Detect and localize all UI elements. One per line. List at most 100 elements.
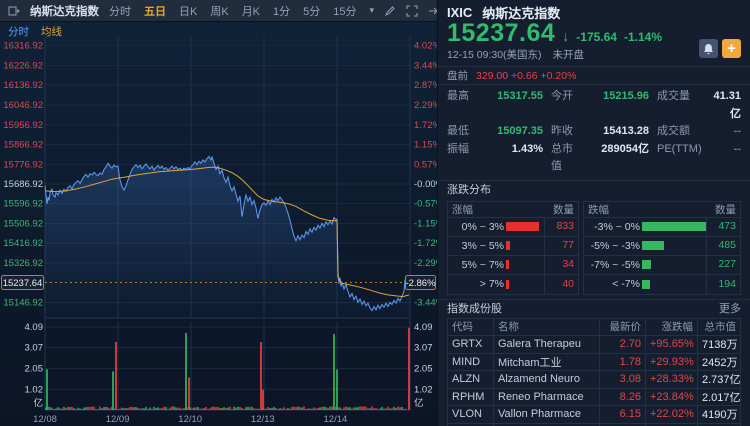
constituents-title-text: 指数成份股 — [447, 302, 502, 315]
tab-week-k[interactable]: 周K — [210, 5, 229, 18]
more-link[interactable]: 更多 — [719, 302, 741, 315]
volume-axis-label: 2.05 — [414, 363, 433, 374]
volume-axis-label: 3.07 — [25, 343, 44, 354]
fullscreen-expand-icon[interactable] — [406, 5, 418, 17]
tab-day-k[interactable]: 日K — [179, 5, 198, 18]
symbol-row: IXIC 纳斯达克指数 — [438, 0, 750, 21]
percent-axis-label: 1.72% — [414, 120, 437, 131]
volume-unit-label: 亿 — [414, 397, 424, 409]
price-axis-label: 16046.92 — [3, 100, 43, 111]
stat-label: 成交量 — [657, 90, 690, 102]
volume-spike-bar — [333, 333, 335, 410]
percent-axis-label: 1.15% — [414, 139, 437, 150]
table-header-row: 代码 名称 最新价 涨跌幅 总市值 — [447, 317, 741, 336]
five-day-chart[interactable]: 16316.92 4.02% 16226.92 3.44% 16136.92 2.87% 1… — [0, 22, 437, 426]
decliners-table: 跌幅 数量 -3% ~ 0% 473 -5% ~ -3% 485 -7% ~ -5% 2… — [583, 200, 741, 295]
advancers-table: 涨幅 数量 0% ~ 3% 833 3% ~ 5% 77 5% ~ 7% 34 > 7%… — [447, 200, 579, 295]
tab-15min[interactable]: 15分 — [333, 5, 357, 18]
advancers-count-header: 数量 — [553, 203, 574, 216]
stat-label: 总市值 — [551, 142, 573, 173]
percent-axis-label: 2.87% — [414, 80, 437, 91]
more-periods-caret-icon[interactable]: ▾ — [369, 5, 375, 15]
current-price-tag-text: 15237.64 — [3, 278, 43, 289]
table-row[interactable]: RPHM Reneo Pharmace 8.26 +23.84% 2.017亿 — [447, 387, 741, 406]
dist-bar — [506, 260, 509, 269]
symbol-code: IXIC — [447, 4, 473, 20]
percent-axis-label: -3.44% — [414, 297, 437, 308]
price-axis-label: 15776.92 — [3, 159, 43, 170]
volume-spike-bar — [112, 371, 114, 410]
constituents-table: 代码 名称 最新价 涨跌幅 总市值 GRTX Galera Therapeu 2.7… — [447, 317, 741, 426]
legend-minute-line[interactable]: 分时 — [8, 26, 29, 38]
tab-month-k[interactable]: 月K — [241, 5, 261, 18]
tab-five-day[interactable]: 五日 — [144, 5, 166, 18]
dist-bar — [642, 260, 651, 269]
collapse-left-icon[interactable] — [8, 5, 20, 17]
date-axis-label: 12/10 — [178, 414, 202, 425]
percent-axis-label: 3.44% — [414, 61, 437, 72]
price-area-fill — [45, 156, 410, 318]
stat-label: 昨收 — [551, 125, 573, 137]
percent-axis-label: 0.57% — [414, 159, 437, 170]
stat-value-low: 15097.35 — [497, 125, 543, 137]
tab-minute[interactable]: 分时 — [109, 5, 131, 18]
volume-axis-label: 1.02 — [414, 384, 433, 395]
volume-spike-bar — [260, 341, 262, 410]
dist-row: > 7% 40 — [448, 274, 578, 294]
advancers-range-header: 涨幅 — [452, 203, 473, 216]
table-row[interactable]: MIND Mitcham工业 1.78 +29.93% 2452万 — [447, 352, 741, 371]
tab-1min[interactable]: 1分 — [273, 5, 291, 18]
advance-decline-distribution: 涨幅 数量 0% ~ 3% 833 3% ~ 5% 77 5% ~ 7% 34 > 7%… — [438, 199, 750, 299]
decliners-count-header: 数量 — [715, 203, 736, 216]
market-time-row: 12-15 09:30(美国东) 未开盘 — [438, 46, 750, 64]
draw-pencil-icon[interactable] — [384, 5, 396, 17]
volume-axis-label: 3.07 — [414, 343, 433, 354]
dist-bar — [506, 222, 539, 231]
price-axis-label: 15686.92 — [3, 179, 43, 190]
distribution-section-title: 涨跌分布 — [438, 179, 750, 199]
quote-time: 12-15 09:30(美国东) — [447, 49, 542, 61]
market-status: 未开盘 — [552, 49, 584, 61]
volume-unit-label: 亿 — [33, 397, 43, 409]
dist-row: 5% ~ 7% 34 — [448, 255, 578, 275]
alert-bell-button[interactable] — [699, 39, 718, 58]
price-axis-label: 16226.92 — [3, 61, 43, 72]
table-row[interactable]: VLON Vallon Pharmace 6.15 +22.02% 4190万 — [447, 405, 741, 424]
price-axis-label: 16316.92 — [3, 41, 43, 52]
stat-value-amplitude: 1.43% — [511, 142, 543, 155]
price-axis-label: 15596.92 — [3, 199, 43, 210]
down-arrow-icon: ↓ — [562, 28, 570, 44]
period-tabs: 分时 五日 日K 周K 月K 1分 5分 15分 ▾ — [109, 3, 374, 19]
table-row[interactable]: ALZN Alzamend Neuro 3.08 +28.33% 2.737亿 — [447, 370, 741, 389]
dist-row: -3% ~ 0% 473 — [584, 217, 740, 237]
stat-label: 成交额 — [657, 125, 690, 137]
tab-5min[interactable]: 5分 — [303, 5, 321, 18]
premarket-row: 盘前 329.00 +0.66 +0.20% — [438, 66, 750, 85]
percent-axis-label: -0.00% — [414, 179, 437, 190]
constituents-table-wrap: 代码 名称 最新价 涨跌幅 总市值 GRTX Galera Therapeu 2.7… — [438, 317, 750, 426]
average-price-line — [44, 166, 410, 298]
add-to-watchlist-button[interactable]: + — [722, 39, 741, 58]
date-axis-label: 12/13 — [251, 414, 275, 425]
legend-average-line[interactable]: 均线 — [41, 26, 62, 38]
price-axis-label: 15866.92 — [3, 139, 43, 150]
table-row[interactable]: GRTX Galera Therapeu 2.70 +95.65% 7138万 — [447, 335, 741, 354]
dist-bar — [642, 222, 706, 231]
stat-value-high: 15317.55 — [497, 90, 543, 102]
dist-row: 0% ~ 3% 833 — [448, 217, 578, 237]
dist-bar — [506, 241, 510, 250]
toolbar-icons — [384, 5, 440, 17]
quote-panel: IXIC 纳斯达克指数 15237.64 ↓ -175.64 -1.14% 12… — [437, 0, 750, 426]
date-axis-label: 12/08 — [33, 414, 57, 425]
price-axis-label: 15416.92 — [3, 238, 43, 249]
dist-bar — [642, 241, 664, 250]
price-row: 15237.64 ↓ -175.64 -1.14% — [438, 20, 750, 46]
volume-spike-bar — [336, 369, 338, 410]
dist-row: < -7% 194 — [584, 274, 740, 294]
percent-axis-label: -0.57% — [414, 199, 437, 210]
stat-value-prev-close: 15413.28 — [603, 125, 649, 137]
quote-stats: 最高 15317.55 今开 15215.96 成交量 41.31亿 最低 15097.… — [438, 85, 750, 180]
current-pct-tag-text: -2.86% — [405, 278, 436, 289]
stat-value-marketcap: 289054亿 — [601, 142, 649, 155]
price-change-pct: -1.14% — [623, 30, 663, 44]
